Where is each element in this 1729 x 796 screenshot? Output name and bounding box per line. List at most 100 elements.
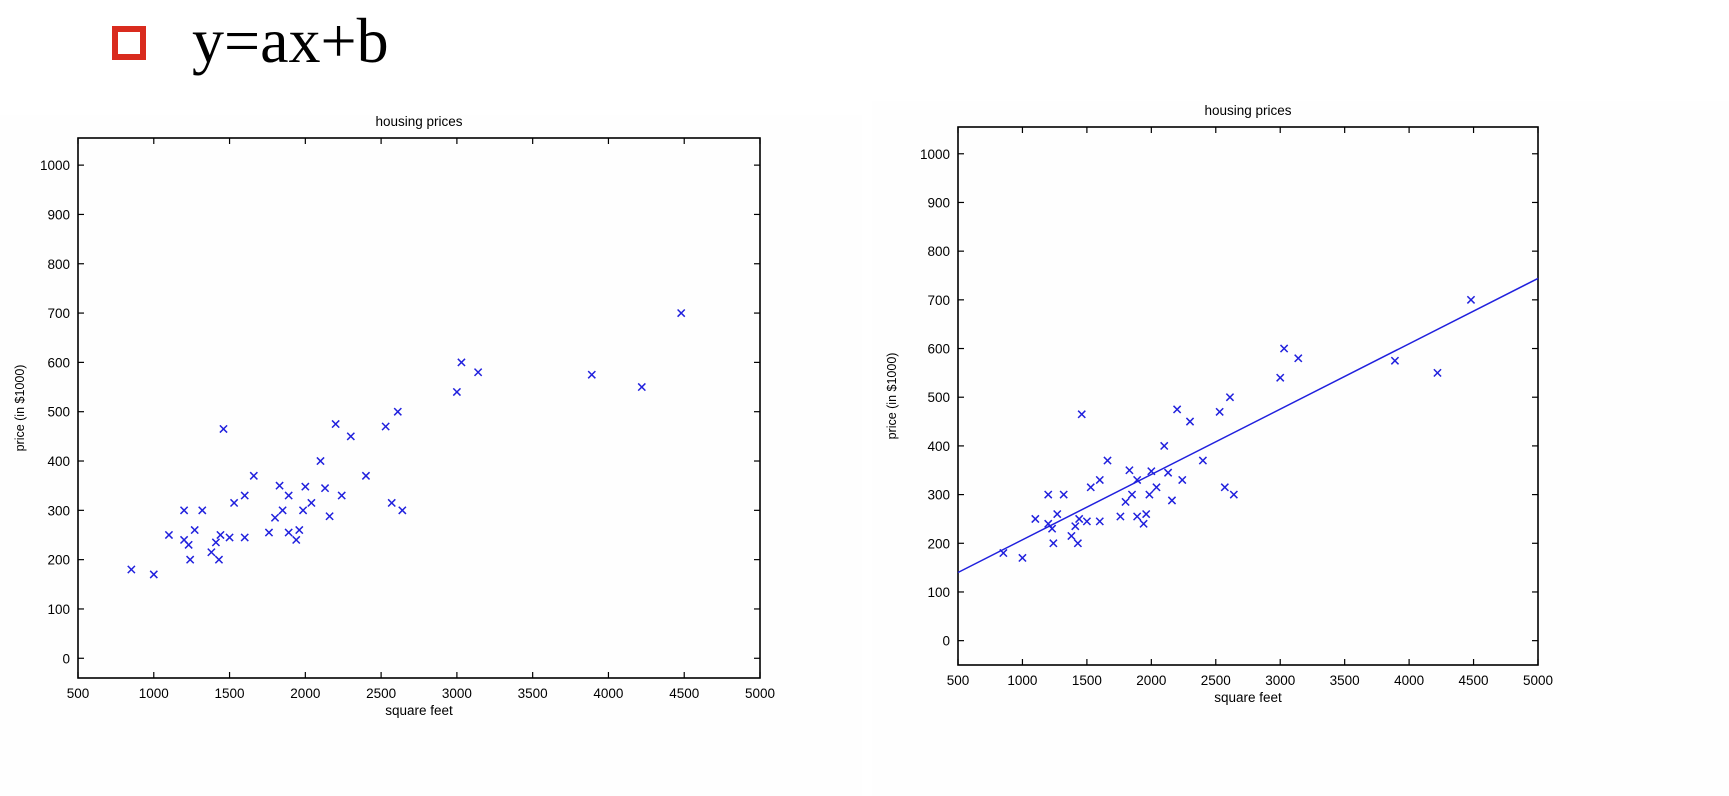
data-point: [292, 535, 301, 545]
x-tick-label: 1000: [1007, 673, 1037, 688]
data-point: [587, 370, 596, 379]
data-point: [1086, 483, 1095, 492]
data-point: [216, 530, 225, 540]
y-axis-label: price (in $1000): [13, 365, 27, 452]
chart-title: housing prices: [375, 114, 462, 129]
data-point: [284, 491, 293, 500]
data-point: [149, 570, 158, 579]
x-tick-label: 5000: [745, 686, 775, 701]
data-point: [1082, 517, 1092, 526]
x-tick-label: 3000: [442, 686, 472, 701]
x-tick-label: 2500: [366, 686, 396, 701]
data-point: [1139, 519, 1148, 528]
x-tick-label: 2500: [1201, 673, 1231, 688]
y-tick-label: 700: [927, 293, 950, 308]
data-point: [346, 432, 355, 441]
x-tick-label: 1500: [1072, 673, 1102, 688]
data-point: [387, 498, 396, 508]
y-axis-label: price (in $1000): [885, 353, 899, 440]
data-point: [1215, 407, 1224, 416]
x-tick-label: 500: [67, 686, 90, 701]
data-point: [1095, 517, 1104, 526]
data-point: [1047, 524, 1057, 533]
data-point: [1178, 475, 1187, 485]
y-tick-label: 800: [927, 244, 950, 259]
y-tick-label: 1000: [40, 158, 70, 173]
data-point: [164, 530, 174, 540]
data-point: [398, 506, 407, 515]
y-tick-label: 100: [47, 602, 70, 617]
data-point: [1185, 417, 1195, 426]
data-point: [1049, 539, 1058, 548]
data-point: [1071, 522, 1080, 531]
y-tick-label: 600: [47, 355, 70, 370]
data-point: [207, 548, 216, 557]
data-point: [1075, 514, 1084, 524]
data-point: [1220, 483, 1229, 492]
y-tick-label: 200: [47, 553, 70, 568]
data-point: [1073, 539, 1082, 548]
y-tick-label: 200: [927, 536, 950, 551]
data-point: [1294, 354, 1303, 363]
data-point: [1147, 467, 1156, 476]
bullet-square-icon: [112, 26, 146, 60]
data-point: [1018, 553, 1027, 563]
data-point: [214, 555, 224, 564]
data-point: [1172, 405, 1182, 414]
data-point: [184, 540, 193, 549]
regression-chart-panel: housing prices 500 1000 1500 2000 2500 3000 350…: [872, 101, 1729, 796]
y-tick-label: 300: [47, 503, 70, 518]
data-point: [264, 528, 274, 537]
y-tick-label: 1000: [920, 147, 950, 162]
data-point: [249, 471, 258, 480]
data-point: [457, 358, 466, 367]
x-tick-label: 3000: [1265, 673, 1295, 688]
data-point: [190, 525, 199, 535]
x-axis-label: square feet: [385, 703, 453, 718]
data-point: [1053, 509, 1062, 519]
data-point: [1390, 356, 1400, 365]
plot-frame: [957, 126, 1539, 666]
y-tick-label: 900: [927, 195, 950, 210]
x-tick-label: 3500: [1330, 673, 1360, 688]
data-point: [1466, 295, 1476, 304]
data-point: [127, 565, 136, 574]
y-tick-label: 500: [927, 390, 950, 405]
scatter-chart-panel: housing prices 500 1000 1500 2000 2500 3000 350…: [0, 114, 862, 796]
data-point: [1067, 531, 1076, 541]
data-point: [1125, 466, 1134, 475]
data-point: [361, 471, 371, 480]
data-point: [1059, 490, 1068, 499]
data-point: [240, 533, 249, 542]
data-point: [331, 419, 340, 429]
y-tick-label: 0: [62, 651, 70, 666]
data-point: [1276, 373, 1285, 382]
data-point: [637, 382, 646, 392]
data-point: [325, 512, 334, 521]
data-point: [229, 498, 239, 508]
data-point: [320, 484, 330, 493]
data-point: [473, 368, 483, 377]
data-point: [270, 513, 280, 522]
data-point: [198, 506, 207, 515]
x-tick-label: 4000: [593, 686, 623, 701]
data-point: [1225, 393, 1235, 402]
data-point: [381, 422, 390, 431]
data-point: [316, 456, 325, 466]
y-tick-label: 600: [927, 342, 950, 357]
data-point: [452, 387, 462, 397]
data-point: [1121, 497, 1130, 507]
y-tick-label: 700: [47, 306, 70, 321]
data-point: [1229, 490, 1238, 499]
data-point: [337, 491, 346, 500]
data-point: [225, 533, 234, 542]
data-point: [1044, 490, 1053, 499]
data-point: [999, 548, 1008, 558]
data-point: [1116, 512, 1125, 521]
y-tick-label: 500: [47, 405, 70, 420]
data-point: [1145, 490, 1154, 499]
data-point: [1163, 468, 1173, 477]
x-tick-label: 3500: [518, 686, 548, 701]
data-point: [1077, 410, 1086, 419]
